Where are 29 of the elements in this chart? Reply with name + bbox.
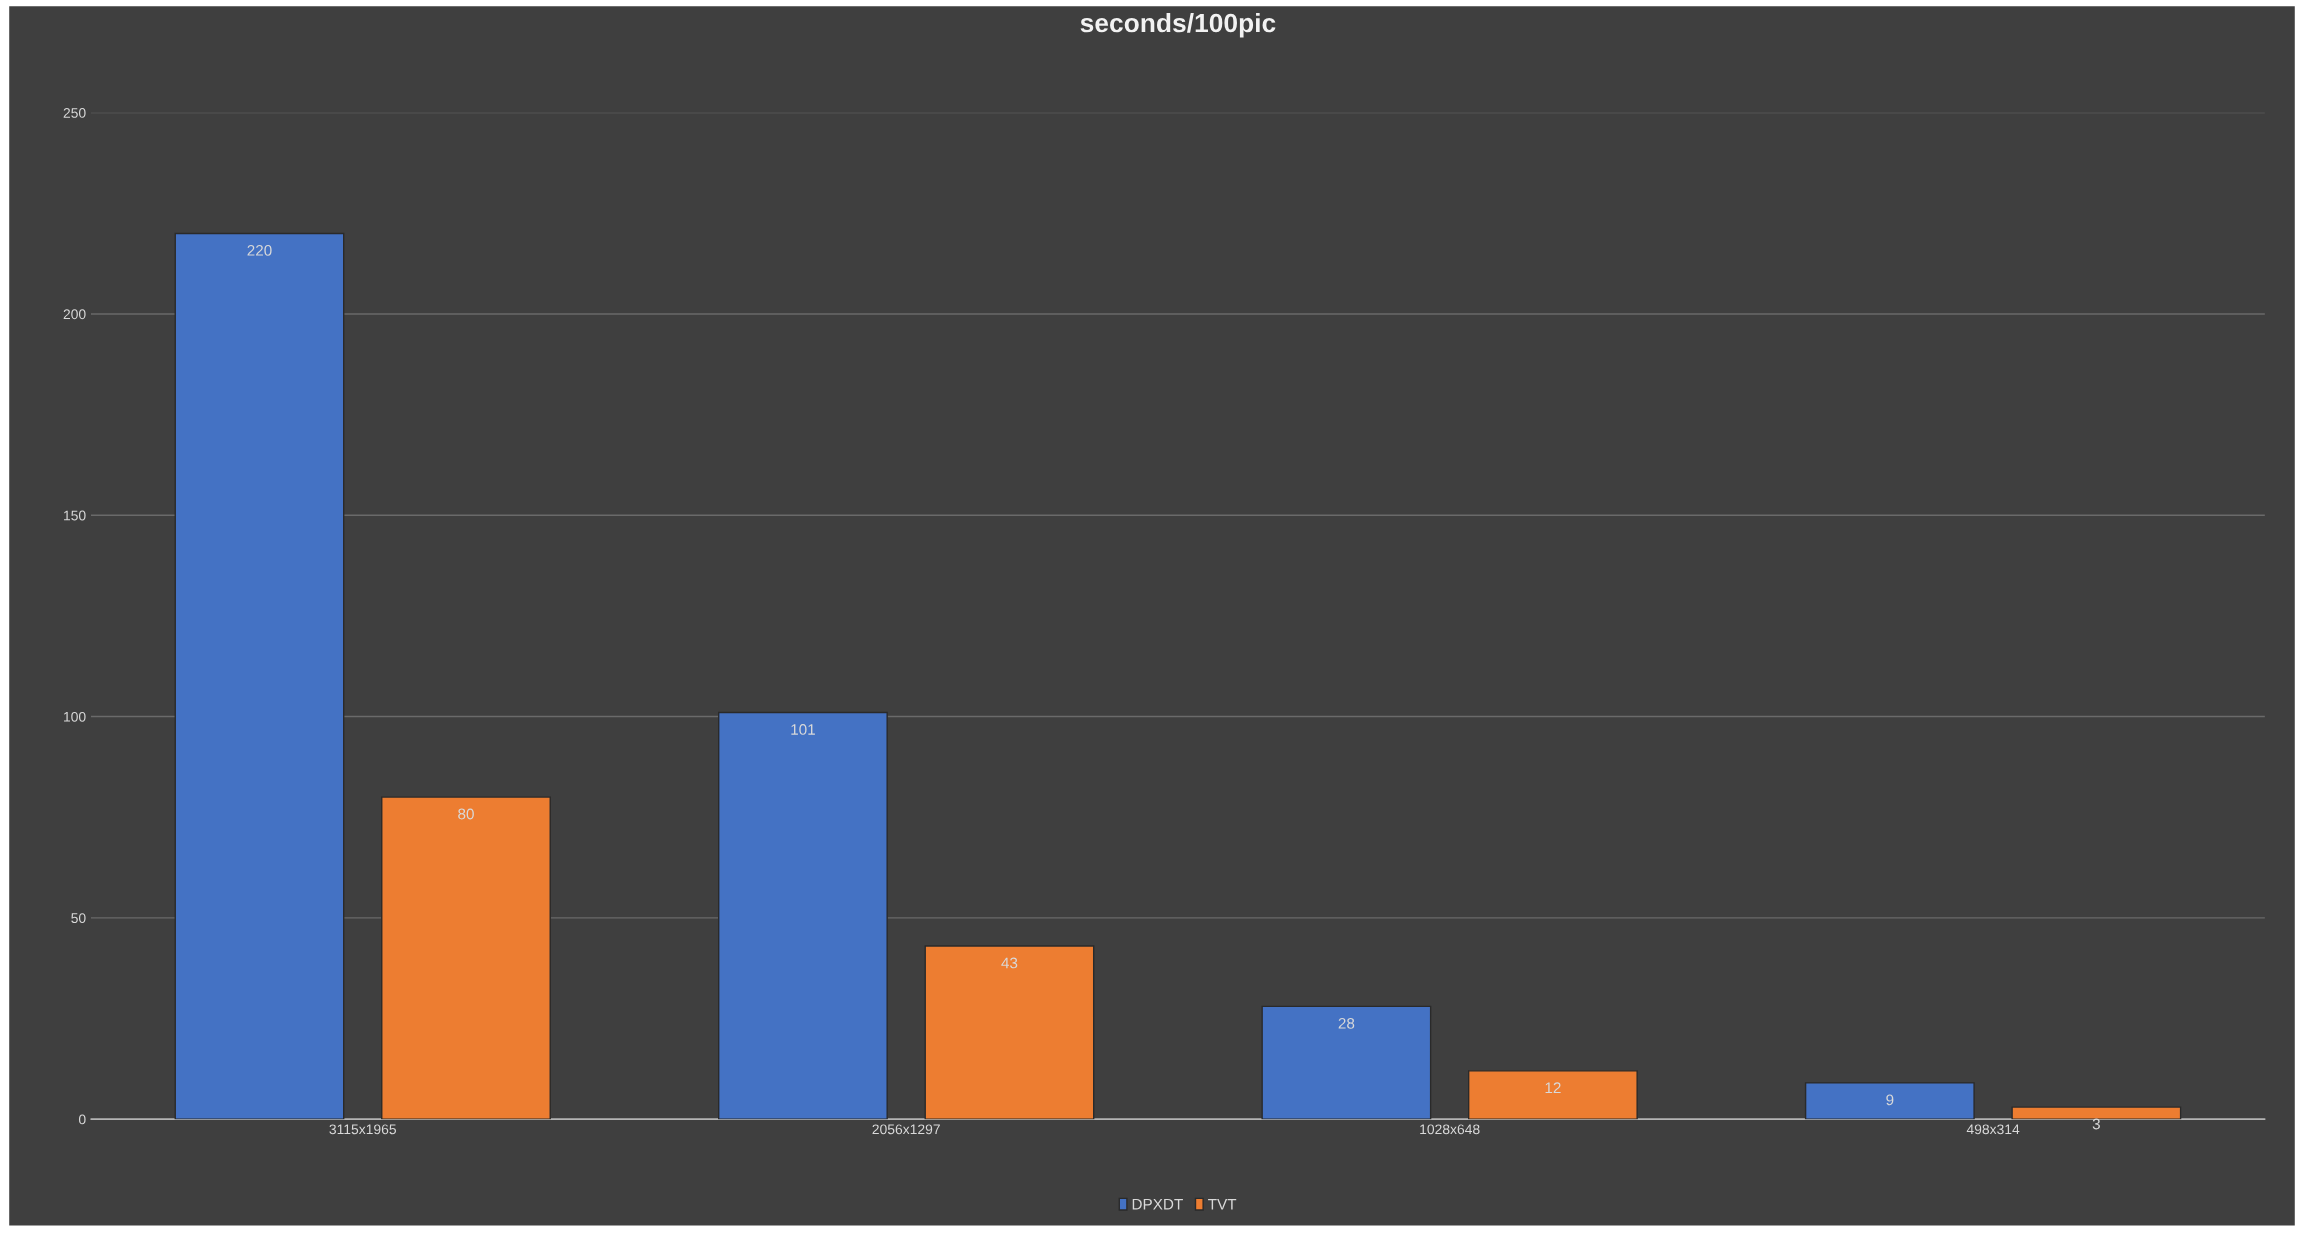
y-tick-label: 50: [71, 913, 86, 924]
data-label: 3: [2092, 1118, 2100, 1130]
data-label: 9: [1886, 1094, 1894, 1106]
y-tick-label: 200: [63, 309, 86, 320]
data-label: 43: [1001, 957, 1018, 969]
data-label: 80: [458, 808, 474, 820]
bar: [1467, 1070, 1638, 1120]
x-tick-label: 498x314: [1966, 1124, 2020, 1135]
bar: [1261, 1005, 1432, 1120]
legend-label: DPXDT: [1132, 1198, 1183, 1210]
chart-title: seconds/100pic: [1080, 12, 1276, 38]
data-label: 220: [247, 244, 272, 256]
x-tick-label: 2056x1297: [872, 1124, 940, 1135]
y-tick-label: 250: [63, 107, 86, 118]
bar: [174, 232, 345, 1120]
bar: [381, 796, 551, 1120]
bar: [2011, 1106, 2182, 1120]
data-label: 101: [791, 724, 815, 735]
y-tick-label: 0: [78, 1114, 86, 1125]
data-label: 12: [1545, 1082, 1561, 1094]
legend-label: TVT: [1208, 1198, 1237, 1210]
y-tick-label: 100: [64, 711, 86, 722]
bar: [718, 711, 888, 1120]
x-tick-label: 3115x1965: [329, 1124, 397, 1135]
y-tick-label: 150: [64, 510, 86, 521]
x-tick-label: 1028x648: [1420, 1124, 1480, 1135]
bar: [924, 945, 1095, 1120]
data-label: 28: [1338, 1017, 1355, 1029]
bar: [1804, 1082, 1975, 1120]
